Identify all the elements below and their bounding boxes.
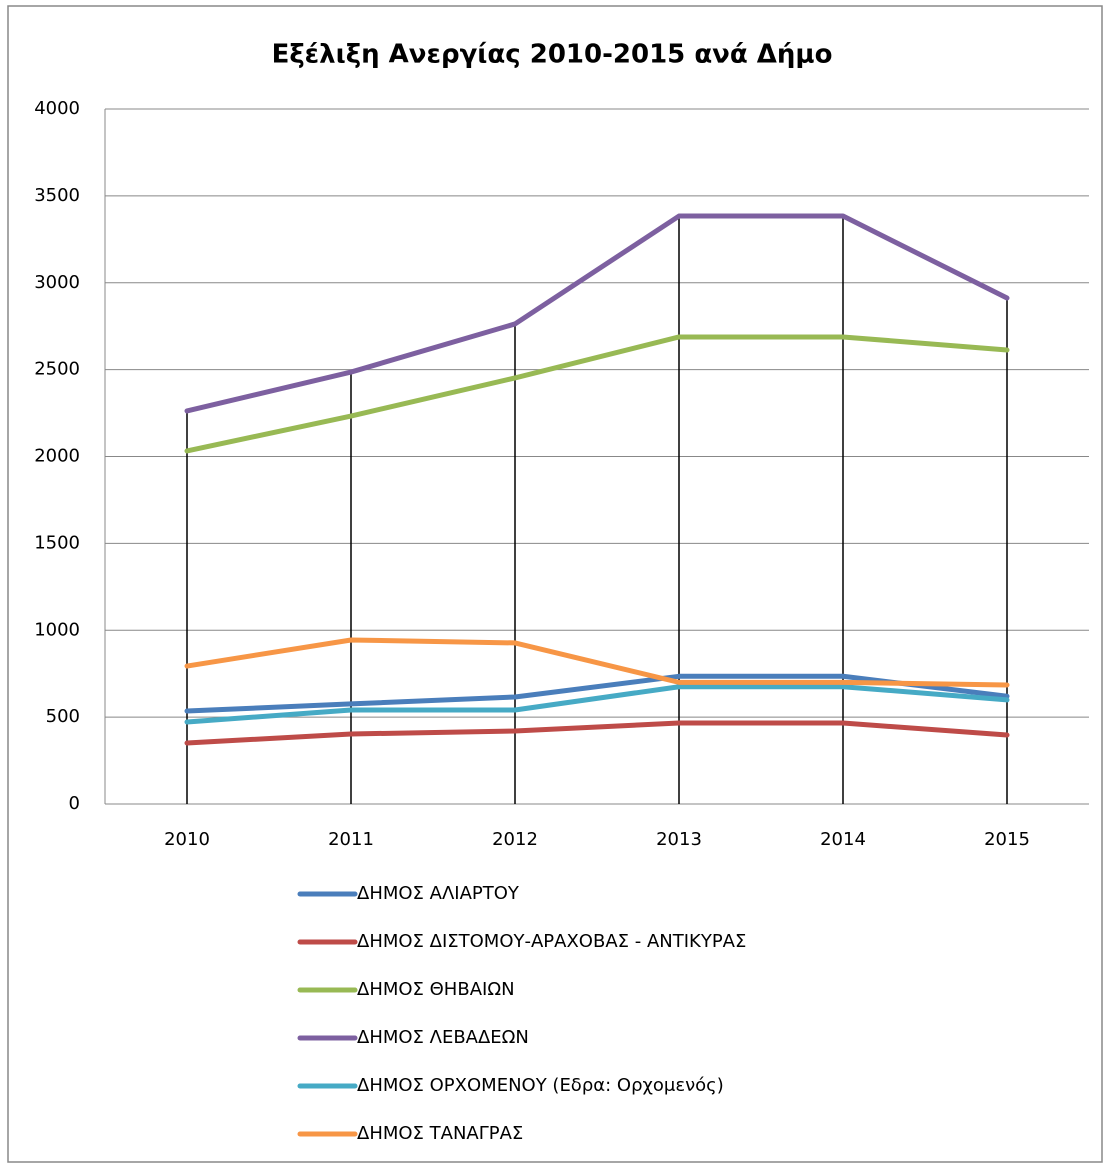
x-tick-label: 2010 bbox=[164, 829, 210, 850]
legend-label: ΔΗΜΟΣ ΤΑΝΑΓΡΑΣ bbox=[357, 1123, 523, 1144]
series-line bbox=[184, 637, 1010, 688]
legend-label: ΔΗΜΟΣ ΟΡΧΟΜΕΝΟΥ (Εδρα: Ορχομενός) bbox=[357, 1075, 724, 1096]
series-line bbox=[184, 673, 1010, 714]
y-tick-label: 1500 bbox=[34, 532, 80, 553]
series-line bbox=[184, 720, 1010, 746]
x-tick-label: 2013 bbox=[656, 829, 702, 850]
x-tick-label: 2014 bbox=[820, 829, 866, 850]
y-tick-label: 3000 bbox=[34, 272, 80, 293]
legend-label: ΔΗΜΟΣ ΛΕΒΑΔΕΩΝ bbox=[357, 1027, 529, 1048]
series-line bbox=[184, 684, 1010, 725]
x-tick-label: 2011 bbox=[328, 829, 374, 850]
chart-border bbox=[7, 5, 1103, 1163]
y-tick-label: 2000 bbox=[34, 446, 80, 467]
legend-label: ΔΗΜΟΣ ΑΛΙΑΡΤΟΥ bbox=[357, 883, 520, 904]
x-tick-label: 2012 bbox=[492, 829, 538, 850]
y-tick-label: 4000 bbox=[34, 98, 80, 119]
series-line bbox=[184, 213, 1010, 414]
y-tick-label: 0 bbox=[69, 793, 80, 814]
x-tick-label: 2015 bbox=[984, 829, 1030, 850]
legend-label: ΔΗΜΟΣ ΔΙΣΤΟΜΟΥ-ΑΡΑΧΟΒΑΣ - ΑΝΤΙΚΥΡΑΣ bbox=[357, 931, 746, 952]
legend-label: ΔΗΜΟΣ ΘΗΒΑΙΩΝ bbox=[357, 979, 515, 1000]
chart-title: Εξέλιξη Ανεργίας 2010-2015 ανά Δήμο bbox=[272, 40, 833, 70]
y-tick-label: 1000 bbox=[34, 619, 80, 640]
y-tick-label: 500 bbox=[46, 706, 80, 727]
y-tick-label: 2500 bbox=[34, 359, 80, 380]
y-tick-label: 3500 bbox=[34, 185, 80, 206]
series-line bbox=[184, 334, 1010, 454]
